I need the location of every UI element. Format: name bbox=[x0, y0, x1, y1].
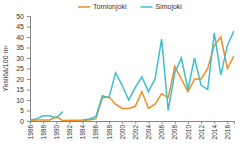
x-tick-mark bbox=[227, 121, 228, 124]
y-tick-mark bbox=[27, 37, 30, 38]
y-tick: 0 bbox=[20, 118, 30, 125]
legend-label: Simojoki bbox=[155, 3, 182, 11]
x-tick-label: 2012 bbox=[198, 125, 205, 140]
x-tick: 1990 bbox=[53, 121, 60, 139]
y-tick-mark bbox=[27, 100, 30, 101]
x-tick-label: 2014 bbox=[211, 125, 218, 140]
x-tick-mark bbox=[83, 121, 84, 124]
y-tick: 25 bbox=[16, 65, 30, 72]
x-tick-mark bbox=[56, 121, 57, 124]
y-tick-label: 5 bbox=[20, 107, 24, 114]
x-tick-label: 1998 bbox=[106, 125, 113, 140]
legend: Tornionjoki Simojoki bbox=[78, 3, 182, 11]
y-tick-label: 40 bbox=[16, 34, 24, 41]
y-tick-label: 50 bbox=[16, 13, 24, 20]
y-tick-mark bbox=[27, 121, 30, 122]
x-tick: 1988 bbox=[40, 121, 47, 139]
x-tick-label: 2002 bbox=[132, 125, 139, 140]
x-tick-mark bbox=[30, 121, 31, 124]
plot: 0 5 10 15 20 25 30 35 40 45 50 1986 1988 1990 1992 1994… bbox=[16, 13, 234, 140]
series-lines bbox=[30, 31, 234, 121]
x-tick: 2008 bbox=[171, 121, 178, 139]
y-axis-line bbox=[27, 17, 31, 122]
x-tick-label: 2000 bbox=[119, 125, 126, 140]
y-tick-mark bbox=[27, 69, 30, 70]
y-tick: 50 bbox=[16, 13, 30, 20]
y-tick-label: 20 bbox=[16, 76, 24, 83]
x-tick: 1986 bbox=[27, 121, 34, 139]
x-tick-mark bbox=[201, 121, 202, 124]
legend-item: Simojoki bbox=[140, 3, 182, 11]
y-tick-mark bbox=[27, 111, 30, 112]
y-tick-mark bbox=[27, 90, 30, 91]
x-tick-mark bbox=[188, 121, 189, 124]
y-tick: 20 bbox=[16, 76, 30, 83]
x-tick-mark bbox=[96, 121, 97, 124]
x-axis: 1986 1988 1990 1992 1994 1996 1998 2000 2002 2004… bbox=[27, 121, 235, 139]
y-axis: 0 5 10 15 20 25 30 35 40 45 50 bbox=[16, 13, 30, 125]
y-tick: 30 bbox=[16, 55, 30, 62]
y-tick-mark bbox=[27, 27, 30, 28]
y-tick-label: 25 bbox=[16, 65, 24, 72]
y-tick-label: 30 bbox=[16, 55, 24, 62]
x-tick: 1992 bbox=[66, 121, 73, 139]
y-tick: 35 bbox=[16, 44, 30, 51]
x-tick-mark bbox=[122, 121, 123, 124]
legend-item: Tornionjoki bbox=[78, 3, 127, 11]
y-tick-mark bbox=[27, 58, 30, 59]
series-line bbox=[30, 37, 234, 121]
x-tick-label: 1994 bbox=[79, 125, 86, 140]
x-tick: 2014 bbox=[211, 121, 218, 139]
chart: 0 5 10 15 20 25 30 35 40 45 50 1986 1988 1990 1992 1994… bbox=[0, 0, 240, 151]
x-tick-mark bbox=[148, 121, 149, 124]
y-tick-mark bbox=[27, 16, 30, 17]
x-tick-label: 1990 bbox=[53, 125, 60, 140]
x-tick-label: 2016 bbox=[224, 125, 231, 140]
x-tick-label: 2006 bbox=[158, 125, 165, 140]
x-tick: 2006 bbox=[158, 121, 165, 139]
x-tick-label: 1992 bbox=[66, 125, 73, 140]
x-tick: 1994 bbox=[79, 121, 86, 139]
x-tick: 2004 bbox=[145, 121, 152, 139]
y-tick: 40 bbox=[16, 34, 30, 41]
x-tick-mark bbox=[109, 121, 110, 124]
x-tick: 1998 bbox=[106, 121, 113, 139]
y-axis-title: Yksilöä/100 m² bbox=[2, 45, 9, 92]
y-tick: 45 bbox=[16, 23, 30, 30]
x-tick-mark bbox=[43, 121, 44, 124]
x-tick-label: 1986 bbox=[27, 125, 34, 140]
y-tick: 5 bbox=[20, 107, 30, 114]
x-tick-mark bbox=[69, 121, 70, 124]
x-tick-mark bbox=[175, 121, 176, 124]
y-tick-label: 35 bbox=[16, 44, 24, 51]
x-tick-label: 1988 bbox=[40, 125, 47, 140]
y-tick-label: 0 bbox=[20, 118, 24, 125]
series-line bbox=[30, 31, 234, 120]
y-tick-mark bbox=[27, 48, 30, 49]
y-tick-label: 15 bbox=[16, 86, 24, 93]
legend-label: Tornionjoki bbox=[93, 3, 127, 11]
x-tick-mark bbox=[135, 121, 136, 124]
x-tick-label: 1996 bbox=[92, 125, 99, 140]
y-tick-mark bbox=[27, 79, 30, 80]
legend-swatch bbox=[140, 6, 152, 8]
x-tick: 2012 bbox=[198, 121, 205, 139]
x-tick: 1996 bbox=[92, 121, 99, 139]
x-tick-label: 2008 bbox=[171, 125, 178, 140]
x-tick-mark bbox=[214, 121, 215, 124]
y-tick: 15 bbox=[16, 86, 30, 93]
y-tick-label: 45 bbox=[16, 23, 24, 30]
x-tick: 2002 bbox=[132, 121, 139, 139]
y-tick: 10 bbox=[16, 97, 30, 104]
x-tick-mark bbox=[162, 121, 163, 124]
x-tick: 2016 bbox=[224, 121, 231, 139]
x-axis-line bbox=[31, 122, 235, 125]
y-tick-label: 10 bbox=[16, 97, 24, 104]
x-tick-label: 2004 bbox=[145, 125, 152, 140]
x-tick: 2010 bbox=[185, 121, 192, 139]
x-tick: 2000 bbox=[119, 121, 126, 139]
x-tick-label: 2010 bbox=[185, 125, 192, 140]
legend-swatch bbox=[78, 6, 90, 8]
